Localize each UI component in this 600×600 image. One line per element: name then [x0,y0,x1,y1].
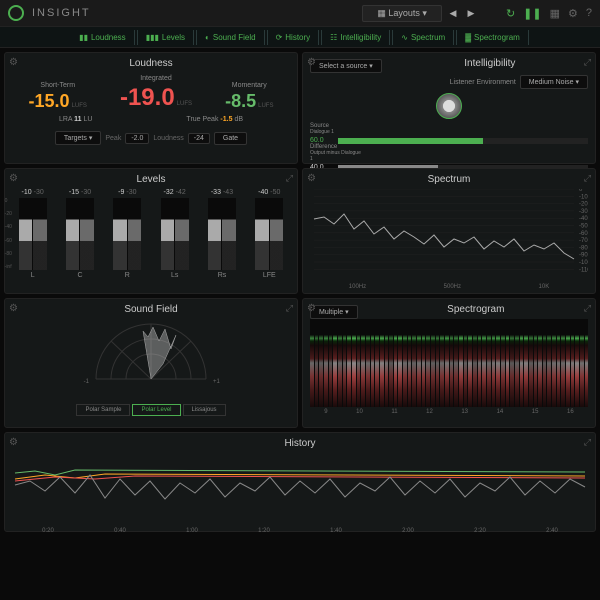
gate-button[interactable]: Gate [214,132,247,145]
nav-tab-intelligibility[interactable]: ☷ Intelligibility [321,30,390,45]
level-channel-Ls: -32-42 Ls [159,189,191,279]
snapshot-icon[interactable]: ▦ [550,7,560,20]
expand-icon[interactable]: ⤢ [584,437,591,448]
level-channel-C: -15-30 C [64,189,96,279]
spectrogram-source-dropdown[interactable]: Multiple ▾ [310,305,358,319]
expand-icon[interactable]: ⤢ [584,303,591,314]
loudness-target[interactable]: -24 [188,133,210,144]
spectrum-chart: 0-10 -20-30-40 -50-60-70-80 -90-100-110 [310,189,588,277]
svg-text:-110: -110 [579,267,588,273]
panel-title: History [12,438,588,449]
integrated-value: -19.0 [120,84,175,111]
level-channel-R: -9-30 R [111,189,143,279]
panel-title: Loudness [12,58,290,69]
reset-icon[interactable]: ↻ [506,7,515,20]
short-term-label: Short-Term [29,82,87,89]
sf-tab-polar-level[interactable]: Polar Level [132,404,180,416]
spectrum-panel: ⚙ ⤢ Spectrum 0-10 -20-30-40 -50-60-70-80 -9… [302,168,596,294]
short-term-value: -15.0 [29,91,70,111]
layouts-dropdown[interactable]: ▦ Layouts ▾ [362,5,442,22]
gear-icon[interactable]: ⚙ [9,173,18,184]
difference-label: DifferenceOutput minus Dialogue 1 [310,144,362,162]
level-channel-L: -10-30 0-20-40-60-80-inf L [17,189,49,279]
gear-icon[interactable]: ⚙ [9,57,18,68]
svg-text:-10: -10 [579,194,588,200]
source-label: SourceDialogue 1 [310,123,362,135]
level-channel-Rs: -33-43 Rs [206,189,238,279]
targets-dropdown[interactable]: Targets ▾ [55,131,101,145]
peak-target[interactable]: -2.0 [125,133,149,144]
nav-tab-loudness[interactable]: ▮▮ Loudness [71,30,135,45]
nav-tab-spectrum[interactable]: ∿ Spectrum [392,30,454,45]
titlebar: INSIGHT ▦ Layouts ▾ ◀ ▶ ↻ ❚❚ ▦ ⚙ ? [0,0,600,26]
lra-readout: LRA 11 LU [59,116,93,123]
settings-icon[interactable]: ⚙ [568,7,578,20]
intelligibility-knob[interactable] [436,93,462,119]
svg-text:-60: -60 [579,231,588,237]
soundfield-panel: ⚙ ⤢ Sound Field +1 -1 +1 Polar S [4,298,298,428]
source-dropdown[interactable]: Select a source ▾ [310,59,382,73]
history-chart [12,453,588,521]
layout-prev-button[interactable]: ◀ [446,6,460,20]
svg-text:-20: -20 [579,202,588,208]
svg-text:-40: -40 [579,216,588,222]
expand-icon[interactable]: ⤢ [286,173,293,184]
soundfield-chart: +1 -1 +1 [12,319,290,397]
spectrogram-chart [310,319,588,407]
levels-panel: ⚙ ⤢ Levels -10-30 0-20-40-60-80-inf L -15… [4,168,298,294]
svg-text:+1: +1 [148,319,156,321]
svg-text:-90: -90 [579,253,588,259]
source-value: 60.0 [310,137,334,144]
svg-text:-80: -80 [579,245,588,251]
expand-icon[interactable]: ⤢ [286,303,293,314]
app-title: INSIGHT [32,7,91,19]
truepeak-readout: True Peak -1.5 dB [186,116,243,123]
gear-icon[interactable]: ⚙ [9,303,18,314]
gear-icon[interactable]: ⚙ [307,173,316,184]
svg-text:-70: -70 [579,238,588,244]
env-dropdown[interactable]: Medium Noise ▾ [520,75,588,89]
pause-icon[interactable]: ❚❚ [523,7,541,20]
panel-title: Sound Field [12,304,290,315]
svg-text:-30: -30 [579,209,588,215]
svg-text:+1: +1 [213,379,221,385]
panel-title: Intelligibility [392,58,588,69]
gear-icon[interactable]: ⚙ [307,303,316,314]
svg-text:0: 0 [579,189,583,193]
integrated-label: Integrated [120,75,192,82]
layout-next-button[interactable]: ▶ [464,6,478,20]
svg-text:-50: -50 [579,224,588,230]
momentary-value: -8.5 [225,91,256,111]
help-icon[interactable]: ? [586,7,592,20]
panel-title: Spectrum [310,174,588,185]
expand-icon[interactable]: ⤢ [584,57,591,68]
nav-tab-levels[interactable]: ▮▮▮ Levels [137,30,194,45]
gear-icon[interactable]: ⚙ [307,57,316,68]
level-channel-LFE: -40-50 LFE [253,189,285,279]
logo-icon [8,5,24,21]
spectrogram-panel: ⚙ ⤢ Multiple ▾ Spectrogram 9101112131415… [302,298,596,428]
svg-text:-1: -1 [84,379,90,385]
svg-text:-100: -100 [579,260,588,266]
panel-title: Spectrogram [364,304,588,315]
nav-tab-spectrogram[interactable]: ▓ Spectrogram [456,30,529,45]
nav-tab-soundfield[interactable]: ◐ Sound Field [196,30,265,45]
nav-tabs: ▮▮ Loudness ▮▮▮ Levels ◐ Sound Field ⟳ H… [0,26,600,48]
source-bar [338,138,588,144]
panel-title: Levels [12,174,290,185]
env-label: Listener Environment [450,79,516,86]
momentary-label: Momentary [225,82,273,89]
gear-icon[interactable]: ⚙ [9,437,18,448]
nav-tab-history[interactable]: ⟳ History [267,30,320,45]
history-panel: ⚙ ⤢ History 0:200:401:001:201:402:002:20… [4,432,596,532]
loudness-panel: ⚙ Loudness Short-Term -15.0LUFS Integrat… [4,52,298,164]
intelligibility-panel: ⚙ ⤢ Select a source ▾ Intelligibility Li… [302,52,596,164]
sf-tab-polar-sample[interactable]: Polar Sample [76,404,130,416]
sf-tab-lissajous[interactable]: Lissajous [183,404,226,416]
expand-icon[interactable]: ⤢ [584,173,591,184]
